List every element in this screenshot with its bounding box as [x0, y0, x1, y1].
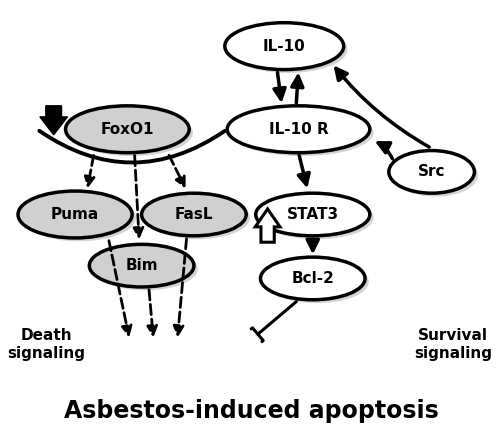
- Ellipse shape: [392, 154, 478, 196]
- Ellipse shape: [66, 106, 189, 153]
- Ellipse shape: [228, 26, 348, 73]
- Ellipse shape: [93, 248, 198, 290]
- Ellipse shape: [260, 257, 365, 300]
- Text: Bim: Bim: [126, 258, 158, 273]
- Text: Survival
signaling: Survival signaling: [414, 328, 492, 361]
- Text: Src: Src: [418, 164, 446, 179]
- FancyArrow shape: [255, 209, 280, 242]
- Ellipse shape: [225, 23, 344, 69]
- Ellipse shape: [389, 151, 474, 193]
- Text: Asbestos-induced apoptosis: Asbestos-induced apoptosis: [64, 399, 438, 423]
- Text: Bcl-2: Bcl-2: [292, 271, 334, 286]
- Text: FasL: FasL: [174, 207, 213, 222]
- Ellipse shape: [256, 193, 370, 236]
- Ellipse shape: [70, 109, 193, 156]
- Text: STAT3: STAT3: [286, 207, 339, 222]
- Ellipse shape: [227, 106, 370, 153]
- Ellipse shape: [231, 109, 374, 156]
- Ellipse shape: [22, 194, 136, 242]
- Text: IL-10 R: IL-10 R: [268, 122, 328, 137]
- Ellipse shape: [18, 191, 132, 238]
- Text: IL-10: IL-10: [263, 39, 306, 54]
- Text: Death
signaling: Death signaling: [8, 328, 86, 361]
- Text: FoxO1: FoxO1: [100, 122, 154, 137]
- Ellipse shape: [264, 260, 369, 303]
- FancyArrow shape: [40, 106, 68, 135]
- Ellipse shape: [90, 245, 194, 287]
- Ellipse shape: [142, 193, 246, 236]
- Ellipse shape: [260, 196, 374, 239]
- Ellipse shape: [146, 196, 250, 239]
- Text: Puma: Puma: [51, 207, 99, 222]
